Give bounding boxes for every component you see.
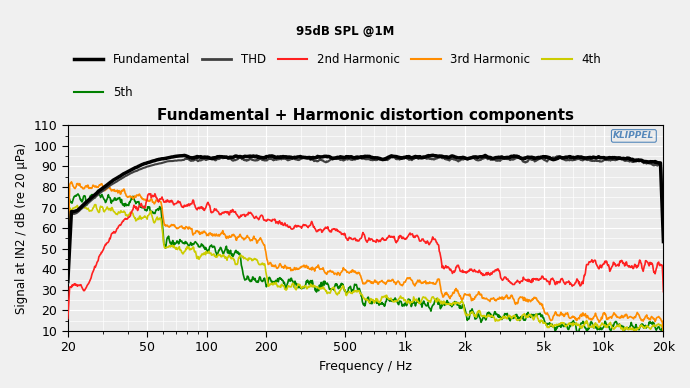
- X-axis label: Frequency / Hz: Frequency / Hz: [319, 360, 412, 373]
- Legend: 5th: 5th: [74, 86, 132, 99]
- Title: Fundamental + Harmonic distortion components: Fundamental + Harmonic distortion compon…: [157, 108, 574, 123]
- Y-axis label: Signal at IN2 / dB (re 20 μPa): Signal at IN2 / dB (re 20 μPa): [15, 142, 28, 314]
- Text: KLIPPEL: KLIPPEL: [613, 132, 655, 140]
- Text: 95dB SPL @1M: 95dB SPL @1M: [296, 25, 394, 38]
